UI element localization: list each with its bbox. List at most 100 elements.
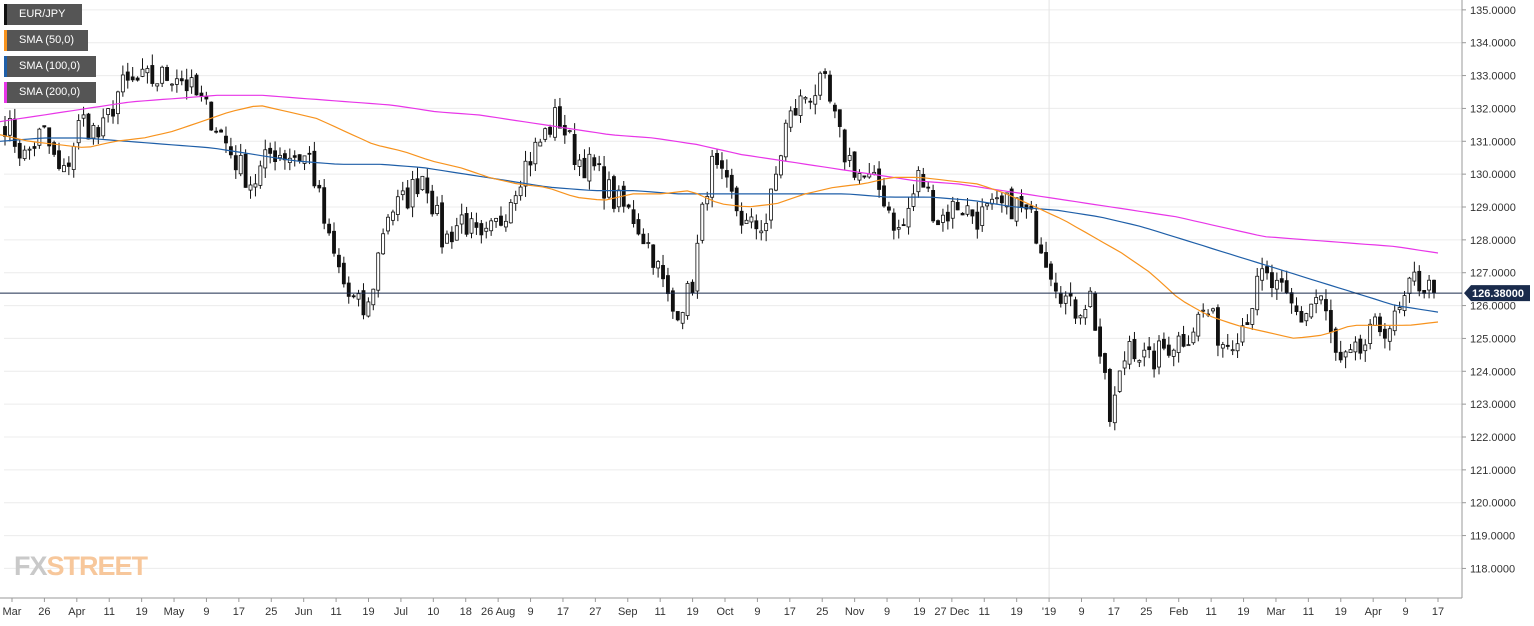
x-tick-label: Mar bbox=[1266, 606, 1285, 618]
candle-down bbox=[1333, 328, 1338, 353]
x-tick-label: Sep bbox=[618, 606, 638, 618]
candle-down bbox=[877, 168, 882, 190]
x-tick-label: Jun bbox=[295, 606, 313, 618]
y-tick-label: 130.0000 bbox=[1470, 169, 1516, 181]
candle-up bbox=[1274, 279, 1279, 290]
candle-up bbox=[91, 125, 96, 139]
candle-up bbox=[445, 233, 449, 244]
candle-up bbox=[494, 217, 498, 222]
candle-down bbox=[901, 224, 906, 227]
candle-up bbox=[941, 214, 945, 223]
candle-up bbox=[386, 216, 390, 232]
candle-up bbox=[1427, 279, 1432, 291]
candle-down bbox=[184, 79, 189, 92]
x-tick-label: Feb bbox=[1169, 606, 1188, 618]
candle-up bbox=[145, 68, 150, 74]
candle-up bbox=[174, 78, 179, 85]
candle-up bbox=[1220, 344, 1225, 349]
candle-up bbox=[371, 288, 376, 306]
candle-up bbox=[1353, 341, 1358, 353]
x-tick-label: 9 bbox=[1403, 606, 1409, 618]
candle-down bbox=[1147, 346, 1152, 351]
candle-down bbox=[852, 151, 857, 178]
legend-item-sma100[interactable]: SMA (100,0) bbox=[4, 56, 96, 77]
candle-up bbox=[1412, 271, 1417, 282]
candle-up bbox=[700, 203, 705, 241]
candle-up bbox=[1407, 277, 1412, 294]
x-tick-label: 26 bbox=[38, 606, 50, 618]
candle-down bbox=[931, 190, 936, 222]
candle-up bbox=[1186, 344, 1191, 347]
candle-up bbox=[248, 184, 253, 191]
candle-up bbox=[1063, 295, 1068, 304]
candle-down bbox=[1265, 266, 1269, 274]
candle-down bbox=[233, 155, 238, 171]
candle-up bbox=[577, 159, 582, 167]
sma-lines bbox=[0, 94, 1439, 339]
y-tick-label: 135.0000 bbox=[1470, 5, 1516, 17]
y-tick-label: 132.0000 bbox=[1470, 103, 1516, 115]
candle-down bbox=[499, 215, 503, 226]
candle-down bbox=[999, 195, 1004, 204]
candle-down bbox=[150, 65, 155, 84]
legend-item-eurjpy[interactable]: EUR/JPY bbox=[4, 4, 82, 25]
candle-down bbox=[842, 129, 847, 163]
candle-up bbox=[508, 202, 513, 224]
candle-up bbox=[454, 225, 459, 241]
y-tick-label: 127.0000 bbox=[1470, 268, 1516, 280]
y-tick-label: 124.0000 bbox=[1470, 366, 1516, 378]
candle-down bbox=[464, 213, 469, 235]
x-tick-label: 9 bbox=[1078, 606, 1084, 618]
candle-up bbox=[71, 146, 76, 170]
candle-up bbox=[803, 97, 808, 100]
x-tick-label: 9 bbox=[884, 606, 890, 618]
candle-up bbox=[1196, 313, 1201, 337]
candle-down bbox=[3, 126, 7, 137]
candle-down bbox=[808, 100, 813, 103]
candle-up bbox=[376, 252, 381, 291]
candle-up bbox=[1083, 309, 1088, 319]
candle-up bbox=[513, 195, 518, 204]
candle-up bbox=[783, 122, 788, 158]
candle-up bbox=[1240, 325, 1245, 343]
candle-up bbox=[847, 155, 852, 161]
x-axis-ticks: Mar 26 Apr 11 19 May 9 17 25 Jun 11 19 Jul 10 18 26 Aug… bbox=[3, 598, 1444, 618]
candle-up bbox=[101, 117, 106, 137]
candle-up bbox=[435, 204, 440, 215]
candle-up bbox=[400, 190, 405, 196]
candle-down bbox=[675, 311, 680, 321]
candle-up bbox=[1319, 295, 1323, 301]
x-tick-label: 19 bbox=[686, 606, 698, 618]
candle-down bbox=[194, 74, 199, 96]
candle-up bbox=[7, 118, 12, 136]
candle-up bbox=[911, 193, 916, 207]
candle-down bbox=[1328, 310, 1333, 333]
candle-up bbox=[27, 148, 32, 151]
current-price-label: 126.38000 bbox=[1472, 288, 1524, 300]
candle-down bbox=[936, 220, 940, 226]
candle-down bbox=[135, 77, 140, 81]
candle-down bbox=[219, 129, 223, 133]
legend-item-sma200[interactable]: SMA (200,0) bbox=[4, 82, 96, 103]
candle-up bbox=[459, 214, 464, 225]
candle-up bbox=[1304, 313, 1309, 322]
y-tick-label: 131.0000 bbox=[1470, 136, 1516, 148]
candle-up bbox=[1309, 303, 1314, 318]
candle-down bbox=[975, 211, 980, 230]
candle-up bbox=[965, 205, 970, 215]
candle-down bbox=[582, 157, 587, 179]
y-tick-label: 133.0000 bbox=[1470, 71, 1516, 83]
candle-up bbox=[1117, 370, 1122, 392]
candle-up bbox=[155, 83, 160, 87]
candle-down bbox=[479, 223, 484, 236]
candle-up bbox=[1235, 343, 1240, 352]
candle-down bbox=[243, 153, 248, 188]
candle-up bbox=[381, 233, 386, 255]
candle-down bbox=[823, 71, 828, 74]
legend-item-sma50[interactable]: SMA (50,0) bbox=[4, 30, 88, 51]
legend-label: SMA (50,0) bbox=[19, 34, 75, 46]
candle-down bbox=[739, 210, 744, 226]
current-price-tag bbox=[1464, 285, 1530, 302]
x-tick-label: 17 bbox=[1432, 606, 1444, 618]
candle-up bbox=[759, 230, 764, 234]
